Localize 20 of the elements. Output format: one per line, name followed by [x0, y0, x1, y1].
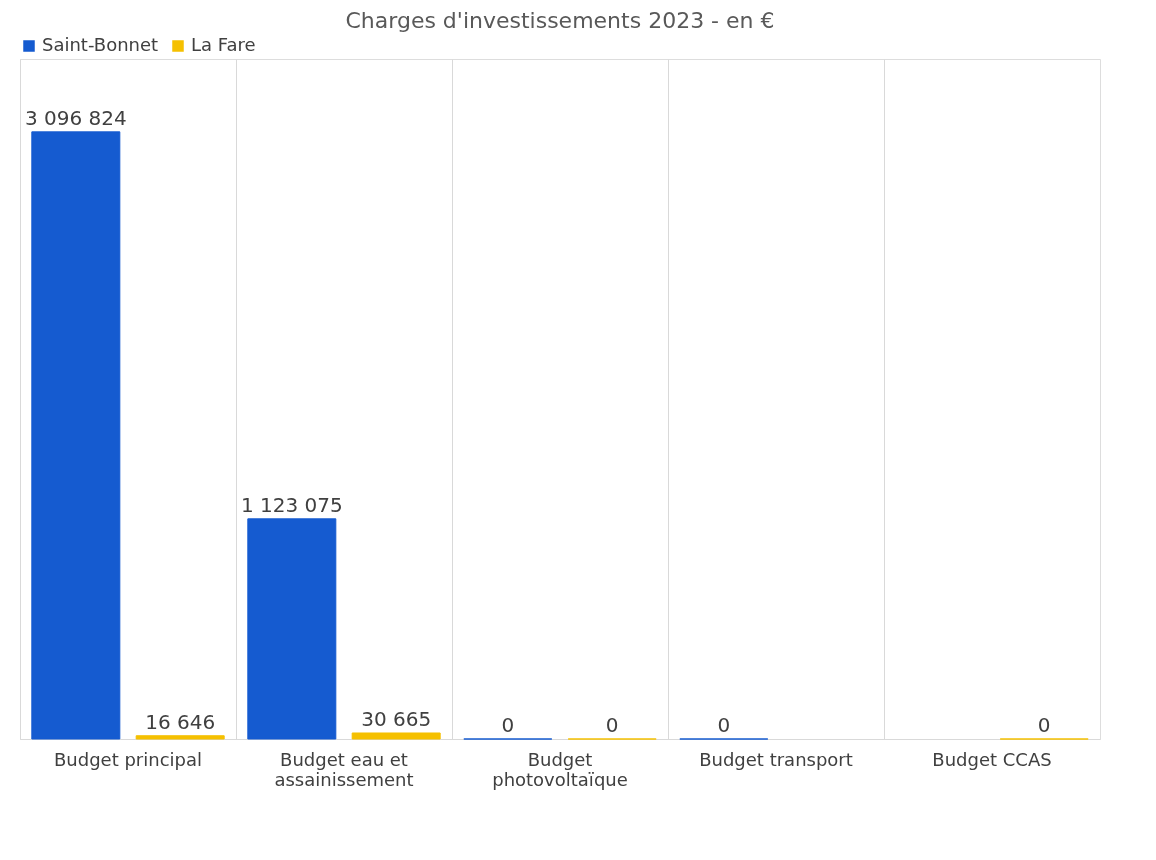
data-label: 3 096 824: [24, 105, 127, 130]
legend-label: Saint-Bonnet: [42, 34, 159, 55]
x-tick-label: Budget transport: [699, 748, 853, 770]
x-tick-label: Budget CCAS: [932, 748, 1052, 770]
bar: [135, 735, 225, 740]
x-tick-label: Budget principal: [53, 748, 203, 770]
x-tick-label: Budget photovoltaïque: [492, 748, 628, 790]
data-label: 0: [717, 713, 731, 737]
data-label: 0: [1037, 713, 1051, 737]
data-label: 16 646: [145, 709, 216, 734]
data-label: 1 123 075: [240, 492, 343, 517]
chart-title: Charges d'investissements 2023 - en €: [345, 8, 775, 33]
legend-label: La Fare: [191, 34, 256, 55]
x-tick-label: Budget eau et assainissement: [274, 748, 414, 790]
data-label: 30 665: [361, 706, 432, 731]
bar: [351, 732, 441, 740]
bar: [31, 131, 121, 740]
data-label: 0: [605, 713, 619, 737]
data-label: 0: [501, 713, 515, 737]
bar: [247, 518, 337, 740]
